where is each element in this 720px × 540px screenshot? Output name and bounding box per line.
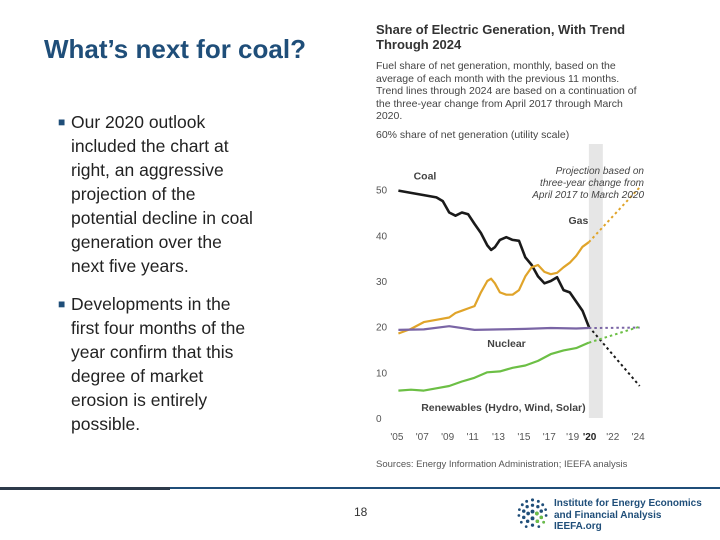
chart-title: Share of Electric Generation, With Trend… bbox=[376, 22, 626, 52]
series-line bbox=[398, 241, 590, 335]
projection-line bbox=[588, 325, 640, 344]
line-chart: 0 10 20 30 40 50 '05 '07 '09 '11 '13 '15 '17 '19 '20 '2… bbox=[376, 144, 645, 443]
series-label: Coal bbox=[414, 171, 437, 183]
x-tick-label: '07 bbox=[416, 432, 429, 443]
page-number: 18 bbox=[354, 505, 368, 519]
bullet-text: Our 2020 outlook included the chart at r… bbox=[71, 112, 253, 276]
footer-divider-accent bbox=[0, 487, 170, 490]
org-url: IEEFA.org bbox=[554, 521, 602, 532]
bullet-text: Developments in the first four months of… bbox=[71, 294, 246, 434]
x-tick-label: '11 bbox=[467, 432, 480, 443]
x-tick-label: '17 bbox=[543, 432, 556, 443]
org-name: Institute for Energy Economics and Finan… bbox=[554, 498, 702, 533]
bullet-item: ■ Our 2020 outlook included the chart at… bbox=[58, 110, 258, 278]
x-tick-label: '19 bbox=[566, 432, 579, 443]
series-line bbox=[398, 325, 589, 331]
x-tick-label: '13 bbox=[492, 432, 505, 443]
x-tick-label: '09 bbox=[441, 432, 454, 443]
series-label: Gas bbox=[569, 215, 589, 227]
square-bullet-icon: ■ bbox=[58, 115, 66, 129]
series-label: Renewables (Hydro, Wind, Solar) bbox=[421, 402, 585, 414]
y-tick-label: 40 bbox=[376, 231, 388, 242]
series-line bbox=[398, 341, 590, 392]
bullet-list: ■ Our 2020 outlook included the chart at… bbox=[58, 110, 258, 450]
projection-note: Projection based on bbox=[556, 166, 645, 177]
org-name-line: Institute for Energy Economics bbox=[554, 498, 702, 509]
series-line bbox=[398, 189, 591, 328]
bullet-item: ■ Developments in the first four months … bbox=[58, 292, 258, 436]
projection-note: three-year change from bbox=[540, 178, 644, 189]
y-tick-label: 20 bbox=[376, 323, 388, 334]
projection-line bbox=[588, 186, 641, 243]
slide-title: What’s next for coal? bbox=[44, 34, 306, 64]
y-tick-label: 10 bbox=[376, 368, 388, 379]
x-tick-label: '20 bbox=[583, 432, 597, 443]
globe-dots-icon bbox=[517, 498, 548, 528]
x-tick-label: '15 bbox=[517, 432, 530, 443]
x-tick-label: '24 bbox=[632, 432, 645, 443]
chart-panel: Share of Electric Generation, With Trend… bbox=[370, 22, 680, 477]
square-bullet-icon: ■ bbox=[58, 297, 66, 311]
projection-band bbox=[588, 144, 603, 418]
y-axis-label: 60% share of net generation (utility sca… bbox=[376, 129, 570, 141]
y-tick-label: 0 bbox=[376, 414, 382, 425]
projection-line bbox=[588, 326, 641, 387]
series-label: Nuclear bbox=[487, 338, 526, 350]
org-name-line: and Financial Analysis bbox=[554, 509, 662, 521]
x-tick-label: '22 bbox=[606, 432, 619, 443]
footer-divider bbox=[0, 487, 720, 489]
chart-subtitle: Fuel share of net generation, monthly, b… bbox=[376, 60, 637, 122]
projection-note: April 2017 to March 2020 bbox=[531, 190, 644, 201]
y-tick-label: 30 bbox=[376, 277, 388, 288]
y-tick-label: 50 bbox=[376, 186, 388, 197]
chart-source: Sources: Energy Information Administrati… bbox=[376, 459, 628, 470]
x-tick-label: '05 bbox=[390, 432, 403, 443]
